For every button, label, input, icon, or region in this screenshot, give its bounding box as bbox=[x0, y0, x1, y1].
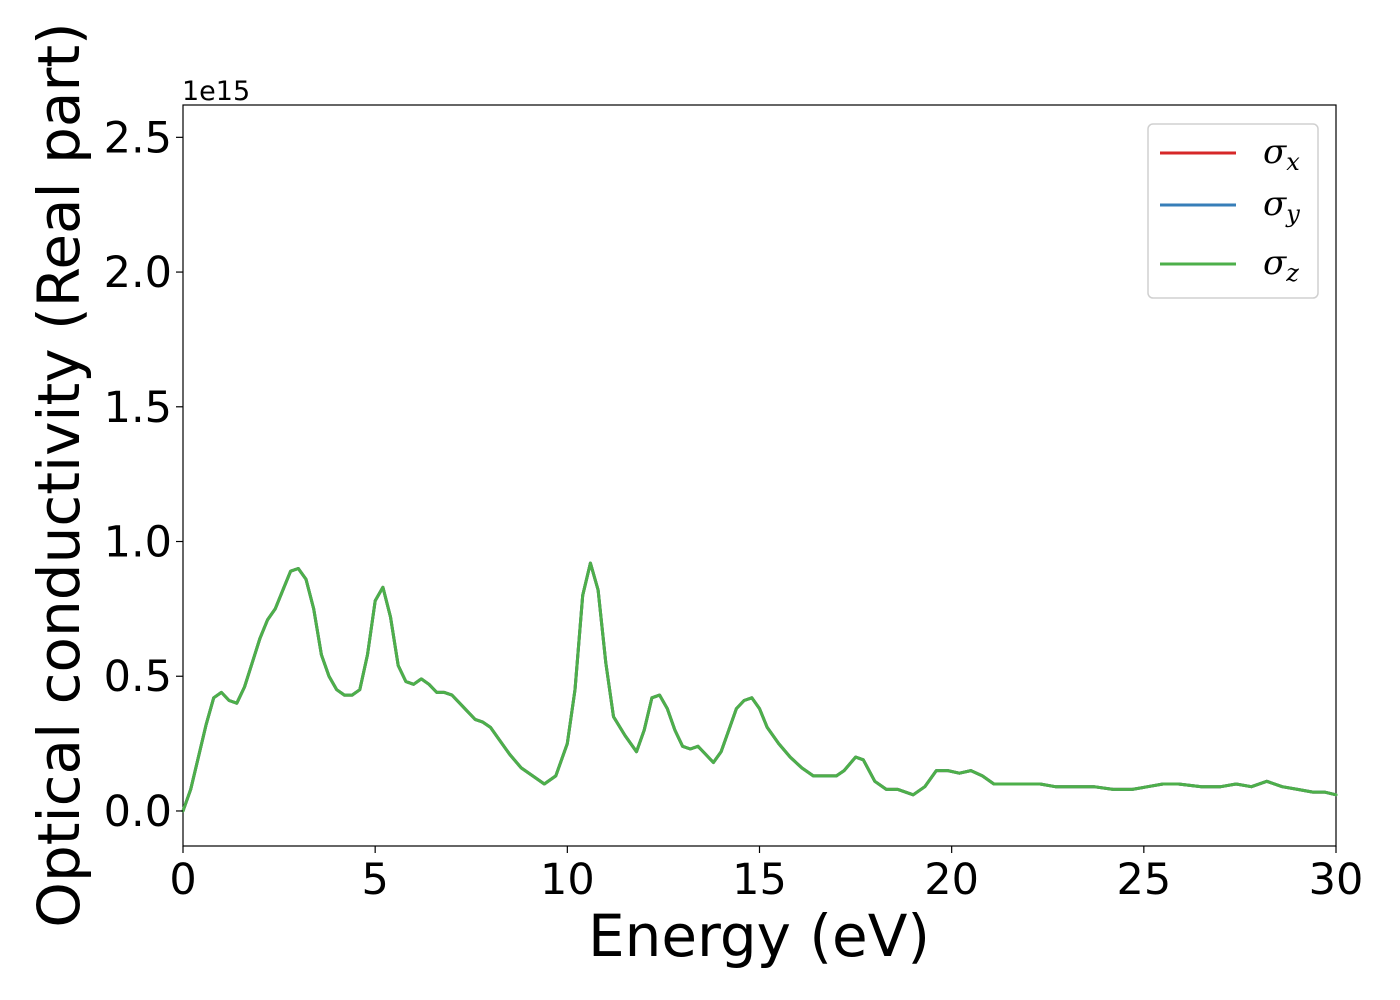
x-tick-label: 10 bbox=[540, 855, 595, 905]
y-tick-label: 2.5 bbox=[104, 113, 172, 163]
x-tick-label: 15 bbox=[732, 855, 787, 905]
x-tick-label: 20 bbox=[924, 855, 979, 905]
legend-label-y: σy bbox=[1263, 184, 1300, 228]
x-tick-label: 5 bbox=[361, 855, 388, 905]
legend-label-x: σx bbox=[1263, 132, 1300, 176]
series-line-z bbox=[181, 561, 1338, 813]
y-tick-label: 1.0 bbox=[104, 518, 172, 568]
y-tick-label: 0.5 bbox=[104, 652, 172, 702]
y-tick-label: 0.0 bbox=[104, 787, 172, 837]
y-axis-ticks: 0.0 0.5 1.0 1.5 2.0 2.5 bbox=[104, 113, 183, 837]
y-tick-label: 2.0 bbox=[104, 248, 172, 298]
y-axis-label: Optical conductivity (Real part) bbox=[25, 22, 93, 927]
x-axis-label: Energy (eV) bbox=[588, 902, 930, 970]
legend: σx σy σz bbox=[1147, 123, 1319, 299]
plot-area bbox=[182, 104, 1337, 847]
y-axis-offset-text: 1e15 bbox=[182, 76, 250, 107]
x-tick-label: 25 bbox=[1116, 855, 1171, 905]
legend-frame bbox=[1147, 123, 1319, 299]
series-layer bbox=[181, 561, 1338, 813]
x-axis-ticks: 0 5 10 15 20 25 30 bbox=[169, 846, 1363, 905]
x-tick-label: 0 bbox=[169, 855, 196, 905]
x-tick-label: 30 bbox=[1309, 855, 1364, 905]
legend-label-z: σz bbox=[1263, 243, 1299, 287]
y-tick-label: 1.5 bbox=[104, 383, 172, 433]
